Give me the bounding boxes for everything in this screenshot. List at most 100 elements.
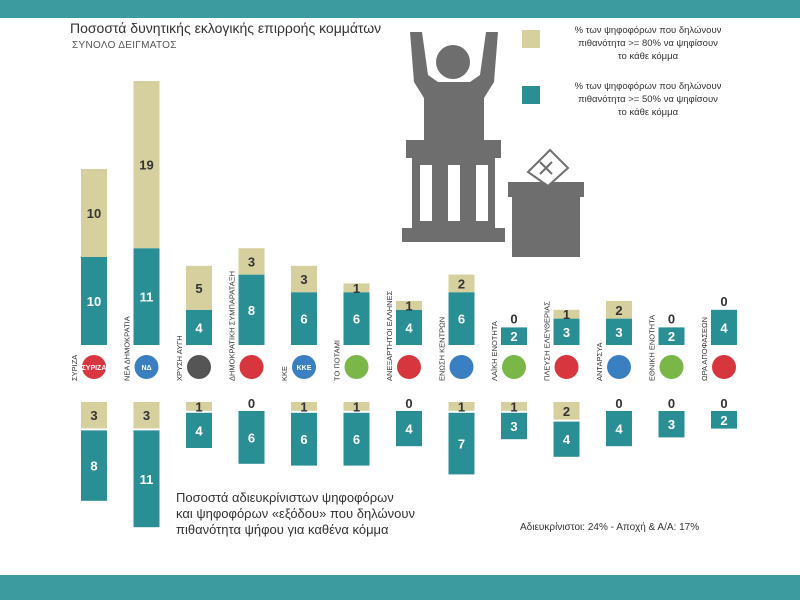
bar-lower-80 xyxy=(553,402,580,420)
bar-upper-50 xyxy=(81,257,107,345)
podium-top xyxy=(406,140,501,158)
category-label: ΝΕΑ ΔΗΜΟΚΡΑΤΙΑ xyxy=(123,316,132,381)
label-upper-80: 2 xyxy=(615,303,622,318)
ballot-x-mark xyxy=(539,161,553,175)
party-logo-label: ΣΥΡΙΖΑ xyxy=(82,365,107,372)
bar-upper-80 xyxy=(343,283,370,293)
footer-separator: - xyxy=(610,522,614,533)
speaker-body xyxy=(410,32,498,140)
label-lower-80: 3 xyxy=(143,408,150,423)
label-upper-80: 0 xyxy=(668,311,675,326)
label-upper-80: 0 xyxy=(510,311,517,326)
label-upper-50: 4 xyxy=(195,320,203,335)
bar-upper-80 xyxy=(291,265,317,293)
label-upper-50: 2 xyxy=(510,329,517,344)
bar-upper-80 xyxy=(606,301,632,319)
legend-label-80: % των ψηφοφόρων που δηλώνουν πιθανότητα … xyxy=(548,24,748,63)
label-lower-50: 2 xyxy=(720,413,727,428)
label-lower-50: 6 xyxy=(300,432,307,447)
label-upper-80: 19 xyxy=(139,158,153,173)
label-upper-80: 1 xyxy=(563,307,570,322)
label-upper-50: 11 xyxy=(140,290,154,305)
label-lower-50: 3 xyxy=(510,419,517,434)
party-logo-icon xyxy=(344,355,369,379)
bar-lower-50 xyxy=(501,412,527,440)
bar-upper-50 xyxy=(133,248,160,345)
podium-base xyxy=(402,228,505,242)
label-upper-50: 4 xyxy=(405,320,413,335)
label-lower-80: 0 xyxy=(668,396,675,411)
footer-stats: Αδιευκρίνιστοι: 24% - Αποχή & Α/Α: 17% xyxy=(520,522,699,533)
category-label: ΑΝΕΞΑΡΤΗΤΟΙ ΕΛΛΗΝΕΣ xyxy=(385,290,394,381)
undecided-note: Ποσοστά αδιευκρίνιστων ψηφοφόρων και ψηφ… xyxy=(176,490,456,538)
label-upper-80: 5 xyxy=(195,281,202,296)
legend-label-50: % των ψηφοφόρων που δηλώνουν πιθανότητα … xyxy=(548,80,748,119)
category-label: ΑΝΤΑΡΣΥΑ xyxy=(595,342,604,381)
category-label: ΤΟ ΠΟΤΑΜΙ xyxy=(333,340,342,381)
label-upper-50: 4 xyxy=(720,320,728,335)
note-line1: Ποσοστά αδιευκρίνιστων ψηφοφόρων xyxy=(176,490,394,505)
label-lower-50: 4 xyxy=(195,423,203,438)
top-strip xyxy=(0,0,800,18)
bar-lower-80 xyxy=(133,402,160,429)
label-lower-80: 1 xyxy=(353,399,360,414)
label-lower-50: 4 xyxy=(405,422,413,437)
party-logo-icon xyxy=(449,355,474,379)
label-upper-50: 3 xyxy=(615,325,622,340)
label-upper-80: 2 xyxy=(458,276,465,291)
party-logo-label: ΚΚΕ xyxy=(297,365,312,372)
label-lower-80: 1 xyxy=(510,399,517,414)
podium-column-1 xyxy=(420,165,432,221)
bar-upper-50 xyxy=(396,309,422,345)
bar-upper-50 xyxy=(711,309,737,345)
label-upper-80: 1 xyxy=(353,281,360,296)
label-upper-80: 3 xyxy=(300,272,307,287)
label-upper-50: 6 xyxy=(300,312,307,327)
label-lower-50: 8 xyxy=(90,459,97,474)
party-logo-icon xyxy=(659,355,684,379)
bar-upper-50 xyxy=(658,327,685,345)
label-lower-80: 0 xyxy=(248,396,255,411)
label-upper-80: 0 xyxy=(720,294,727,309)
bar-upper-80 xyxy=(186,265,212,310)
bar-upper-50 xyxy=(501,327,527,345)
bar-lower-80 xyxy=(186,402,212,411)
bar-upper-50 xyxy=(291,292,317,345)
bar-upper-50 xyxy=(448,292,475,345)
bar-upper-50 xyxy=(553,318,580,345)
label-lower-50: 3 xyxy=(668,417,675,432)
bar-lower-50 xyxy=(711,411,737,429)
bar-lower-50 xyxy=(238,411,265,464)
party-logo-label: ΝΔ xyxy=(141,365,151,372)
party-logo-icon xyxy=(502,355,526,379)
bar-lower-50 xyxy=(186,412,212,448)
bar-lower-50 xyxy=(553,421,580,457)
label-lower-80: 1 xyxy=(458,399,465,414)
label-lower-80: 1 xyxy=(300,399,307,414)
bar-upper-80 xyxy=(553,309,580,319)
bar-lower-50 xyxy=(448,412,475,475)
label-upper-50: 2 xyxy=(668,329,675,344)
microphone-stand xyxy=(425,95,430,140)
ballot-box-lid xyxy=(508,182,584,197)
category-label: ΚΚΕ xyxy=(280,366,289,381)
legend-50-line2: πιθανότητα >= 50% να ψηφίσουν xyxy=(578,94,718,105)
bar-lower-50 xyxy=(81,430,107,501)
legend-50-line1: % των ψηφοφόρων που δηλώνουν xyxy=(574,81,722,92)
legend-swatch-50 xyxy=(522,86,540,104)
category-label: ΛΑΪΚΗ ΕΝΟΤΗΤΑ xyxy=(490,321,499,381)
label-lower-50: 6 xyxy=(248,430,255,445)
label-lower-50: 4 xyxy=(563,432,571,447)
party-logo-icon xyxy=(187,355,211,379)
footer-undecided: Αδιευκρίνιστοι: 24% xyxy=(520,522,608,533)
party-logo-icon xyxy=(82,355,106,379)
legend-swatch-80 xyxy=(522,30,540,48)
bar-lower-50 xyxy=(606,411,632,447)
podium-illustration xyxy=(402,32,584,257)
label-lower-80: 2 xyxy=(563,404,570,419)
bar-upper-50 xyxy=(343,292,370,345)
party-logo-icon xyxy=(134,355,159,379)
note-line3: πιθανότητα ψήφου για καθένα κόμμα xyxy=(176,522,389,537)
